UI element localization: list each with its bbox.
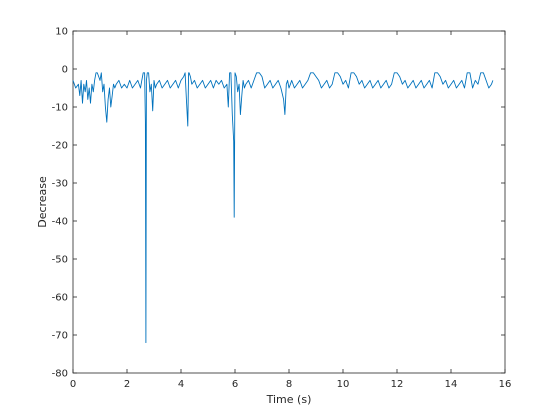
x-tick-label: 12 (391, 379, 404, 390)
y-tick-label: -40 (52, 217, 68, 228)
y-tick-label: -80 (52, 369, 68, 380)
y-tick-label: -30 (52, 179, 68, 190)
plot-box (72, 30, 506, 374)
x-tick-label: 14 (445, 379, 458, 390)
y-tick-label: -20 (52, 141, 68, 152)
x-tick-label: 10 (337, 379, 350, 390)
y-tick-label: -70 (52, 331, 68, 342)
x-axis-ticks: 0 2 4 6 8 10 12 14 16 (70, 31, 512, 390)
y-tick-label: -50 (52, 255, 68, 266)
y-axis-ticks: 10 0 -10 -20 -30 -40 -50 -60 -70 -80 (52, 27, 505, 380)
y-tick-label: -10 (52, 103, 68, 114)
series-line-0 (72, 72, 494, 344)
x-tick-label: 6 (232, 379, 238, 390)
y-axis-label: Decrease (36, 176, 49, 228)
y-tick-label: 10 (55, 27, 68, 38)
series-layer (72, 72, 494, 344)
x-tick-label: 2 (124, 379, 130, 390)
y-tick-label: -60 (52, 293, 68, 304)
x-axis-label: Time (s) (266, 393, 312, 406)
x-tick-label: 0 (70, 379, 76, 390)
x-tick-label: 8 (286, 379, 292, 390)
plot-area: 0 2 4 6 8 10 12 14 16 10 0 -10 -20 -30 -40 -50 -60 -70 -8… (52, 27, 512, 391)
x-tick-label: 16 (499, 379, 512, 390)
y-tick-label: 0 (62, 65, 68, 76)
x-tick-label: 4 (178, 379, 184, 390)
